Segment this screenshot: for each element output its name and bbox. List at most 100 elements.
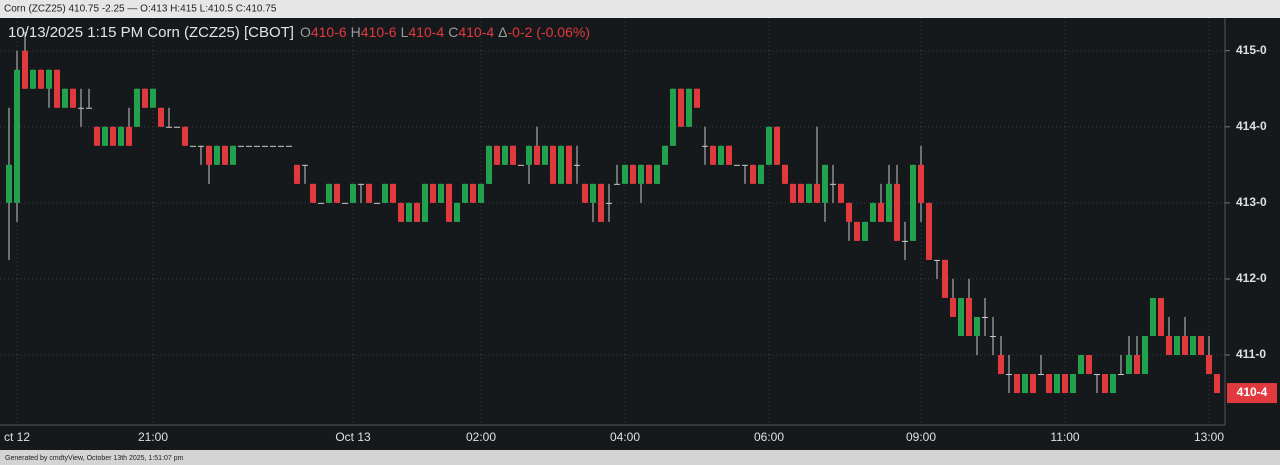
y-tick-label: 415-0 xyxy=(1236,43,1267,57)
candle-body xyxy=(614,183,620,185)
candle-body xyxy=(1102,374,1108,394)
candle-body xyxy=(510,145,516,165)
last-price-box xyxy=(1227,383,1277,404)
candle-body xyxy=(1030,374,1036,394)
candle-body xyxy=(118,126,124,146)
candle-body xyxy=(806,183,812,203)
candle-body xyxy=(1118,374,1124,376)
candle-body xyxy=(646,164,652,184)
candle-body xyxy=(246,145,252,147)
candle-body xyxy=(534,145,540,165)
candle-body xyxy=(430,183,436,203)
candle-body xyxy=(894,183,900,241)
candle-body xyxy=(558,145,564,184)
footer: Generated by cmdtyView, October 13th 202… xyxy=(5,455,184,462)
candle-body xyxy=(822,164,828,203)
candle-body xyxy=(214,145,220,165)
x-tick-label: ct 12 xyxy=(4,430,30,444)
candle-body xyxy=(174,126,180,128)
candle-body xyxy=(742,164,748,166)
candle-body xyxy=(1078,355,1084,375)
candle-body xyxy=(46,69,52,89)
candle-body xyxy=(222,145,228,165)
candle-body xyxy=(998,355,1004,375)
candle-body xyxy=(590,183,596,203)
candle-body xyxy=(726,145,732,165)
candle-body xyxy=(1110,374,1116,394)
candle-body xyxy=(670,88,676,146)
candle-body xyxy=(798,183,804,203)
candle-body xyxy=(990,335,996,337)
candle-body xyxy=(406,202,412,222)
candle-body xyxy=(1198,335,1204,356)
candle-body xyxy=(1086,355,1092,375)
candle-body xyxy=(262,145,268,147)
candle-body xyxy=(78,107,84,109)
candle-body xyxy=(854,221,860,241)
candle-body xyxy=(718,145,724,165)
candle-body xyxy=(38,69,44,89)
candle-body xyxy=(270,145,276,147)
candle-body xyxy=(942,259,948,298)
candle-body xyxy=(526,145,532,165)
candle-body xyxy=(654,164,660,184)
footer-bar xyxy=(0,450,1280,465)
candle-body xyxy=(142,88,148,108)
candle-body xyxy=(886,183,892,222)
candle-body xyxy=(502,145,508,165)
candle-body xyxy=(550,145,556,184)
candle-body xyxy=(910,164,916,241)
candle-body xyxy=(878,202,884,222)
candle-body xyxy=(238,145,244,147)
candle-body xyxy=(438,183,444,203)
candle-body xyxy=(446,183,452,222)
candle-body xyxy=(782,164,788,184)
candle-body xyxy=(774,126,780,165)
legend-value: 410-4 xyxy=(408,24,444,40)
y-tick-label: 412-0 xyxy=(1236,271,1267,285)
candle-body xyxy=(366,183,372,203)
candle-body xyxy=(1022,374,1028,394)
candle-body xyxy=(982,316,988,318)
candle-body xyxy=(334,183,340,203)
legend-key: C xyxy=(448,24,458,40)
candle-body xyxy=(702,145,708,147)
candle-body xyxy=(1182,335,1188,356)
candle-body xyxy=(206,145,212,165)
candle-body xyxy=(302,164,308,166)
candle-body xyxy=(750,164,756,184)
candle-body xyxy=(70,88,76,108)
candle-body xyxy=(926,202,932,260)
candle-body xyxy=(566,145,572,184)
candle-body xyxy=(342,202,348,204)
candle-body xyxy=(102,126,108,146)
candle-body xyxy=(966,297,972,336)
grid xyxy=(0,18,1225,425)
candle-body xyxy=(1094,374,1100,376)
candle-body xyxy=(1126,355,1132,375)
x-tick-label: 21:00 xyxy=(138,430,168,444)
candle-body xyxy=(382,183,388,203)
labels: 411-0 412-0 413-0 414-0 415-0 ct 12 21:00 Oct 1… xyxy=(4,43,1277,444)
candle-body xyxy=(1038,374,1044,376)
candle-body xyxy=(1134,355,1140,375)
candle-body xyxy=(126,126,132,146)
candle-body xyxy=(390,183,396,203)
candle-body xyxy=(86,107,92,109)
candle-body xyxy=(30,69,36,89)
legend-title: 10/13/2025 1:15 PM Corn (ZCZ25) [CBOT] xyxy=(8,24,294,41)
candle-body xyxy=(454,202,460,222)
candle-body xyxy=(694,88,700,108)
candle-body xyxy=(598,183,604,222)
legend: 10/13/2025 1:15 PM Corn (ZCZ25) [CBOT] O 4… xyxy=(8,24,590,41)
legend-key: O xyxy=(300,24,311,40)
candle-body xyxy=(574,164,580,166)
candle-body xyxy=(862,221,868,241)
candle-body xyxy=(1190,335,1196,356)
candle-body xyxy=(190,145,196,147)
candle-body xyxy=(870,202,876,222)
candle-body xyxy=(294,164,300,184)
plot-background xyxy=(0,18,1280,450)
candle-body xyxy=(934,259,940,261)
